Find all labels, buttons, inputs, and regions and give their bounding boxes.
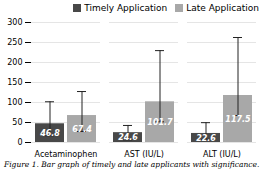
svg-text:150: 150 [7, 78, 22, 87]
html-text:Late Application: Late Application [186, 3, 259, 13]
html-text:Figure 1. Bar graph of timely: Figure 1. Bar graph of timely and late a… [4, 160, 260, 169]
svg-text:0: 0 [17, 138, 22, 147]
svg-text:50: 50 [12, 118, 22, 127]
svg-text:46.8: 46.8 [39, 129, 60, 138]
svg-text:24.6: 24.6 [118, 133, 138, 142]
svg-text:300: 300 [7, 18, 22, 27]
svg-text:250: 250 [7, 38, 22, 47]
svg-text:100: 100 [7, 98, 22, 107]
svg-text:ALT (IU/L): ALT (IU/L) [203, 150, 241, 159]
svg-text:AST (IU/L): AST (IU/L) [124, 150, 164, 159]
svg-text:200: 200 [7, 58, 22, 67]
svg-text:Acetaminophen: Acetaminophen [35, 150, 98, 159]
svg-text:67.4: 67.4 [72, 125, 92, 134]
svg-text:22.6: 22.6 [196, 134, 216, 143]
html-text:Timely Application: Timely Application [84, 3, 168, 13]
svg-text:117.5: 117.5 [225, 115, 251, 124]
svg-text:101.7: 101.7 [147, 118, 173, 127]
